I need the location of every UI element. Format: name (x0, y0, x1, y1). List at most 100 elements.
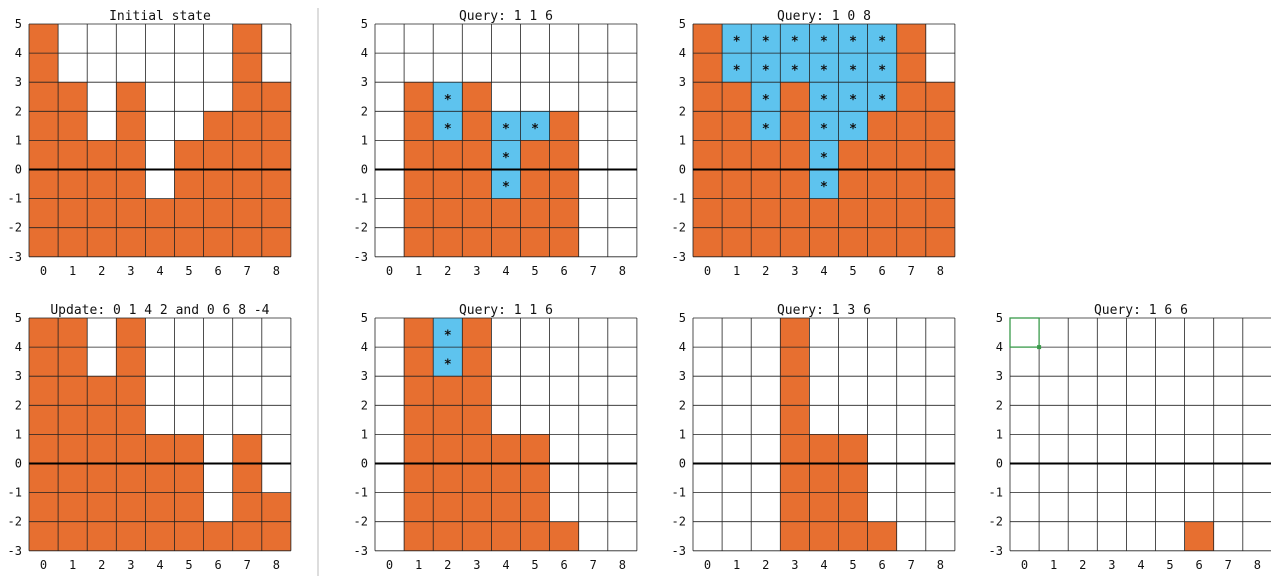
filled-cell (29, 434, 59, 464)
x-tick-label: 6 (561, 264, 568, 278)
filled-cell (867, 111, 897, 141)
filled-cell (29, 111, 59, 141)
water-cell (809, 111, 839, 141)
y-tick-label: 2 (996, 398, 1003, 412)
filled-cell (433, 140, 463, 170)
filled-cell (722, 111, 752, 141)
water-star: * (849, 35, 857, 50)
filled-cell (232, 140, 262, 170)
y-tick-label: 3 (361, 369, 368, 383)
y-tick-label: 5 (15, 17, 22, 31)
filled-cell (433, 227, 463, 257)
water-star: * (733, 64, 741, 79)
filled-cell (232, 227, 262, 257)
filled-cell (722, 140, 752, 170)
filled-cell (520, 140, 550, 170)
x-tick-label: 2 (444, 264, 451, 278)
filled-cell (925, 169, 955, 199)
y-tick-label: -1 (672, 192, 686, 206)
filled-cell (693, 111, 723, 141)
x-tick-label: 8 (937, 264, 944, 278)
x-tick-label: 0 (704, 558, 711, 572)
filled-cell (58, 463, 88, 493)
filled-cell (433, 521, 463, 551)
filled-cell (433, 198, 463, 228)
y-tick-label: 1 (996, 427, 1003, 441)
panel-title: Query: 1 1 6 (459, 9, 553, 24)
filled-cell (404, 82, 434, 112)
filled-cell (232, 492, 262, 522)
filled-cell (867, 140, 897, 170)
water-cell (433, 82, 463, 112)
x-tick-label: 5 (531, 264, 538, 278)
y-tick-label: -1 (8, 486, 22, 500)
filled-cell (780, 434, 810, 464)
water-star: * (849, 64, 857, 79)
water-star: * (444, 329, 452, 344)
water-star: * (762, 35, 770, 50)
filled-cell (491, 521, 521, 551)
x-tick-label: 7 (244, 264, 251, 278)
filled-cell (29, 227, 59, 257)
y-tick-label: 5 (679, 311, 686, 325)
x-tick-label: 7 (1225, 558, 1232, 572)
filled-cell (404, 347, 434, 377)
filled-cell (925, 140, 955, 170)
filled-cell (462, 405, 492, 435)
y-tick-label: 5 (15, 311, 22, 325)
panel-title: Initial state (109, 9, 211, 24)
filled-cell (925, 82, 955, 112)
filled-cell (693, 198, 723, 228)
filled-cell (751, 198, 781, 228)
x-tick-label: 8 (1254, 558, 1261, 572)
filled-cell (116, 405, 146, 435)
y-tick-label: -1 (354, 192, 368, 206)
filled-cell (693, 140, 723, 170)
filled-cell (29, 463, 59, 493)
water-star: * (878, 35, 886, 50)
selection-box[interactable] (1009, 317, 1040, 348)
filled-cell (780, 347, 810, 377)
filled-cell (462, 434, 492, 464)
filled-cell (29, 24, 59, 54)
filled-cell (261, 492, 291, 522)
y-tick-label: 2 (361, 104, 368, 118)
filled-cell (896, 111, 926, 141)
filled-cell (87, 463, 117, 493)
x-tick-label: 4 (820, 558, 827, 572)
filled-cell (87, 227, 117, 257)
y-tick-label: 1 (679, 427, 686, 441)
water-cell (751, 111, 781, 141)
filled-cell (722, 169, 752, 199)
water-star: * (444, 122, 452, 137)
filled-cell (722, 198, 752, 228)
selection-handle[interactable] (1037, 345, 1042, 350)
filled-cell (896, 24, 926, 54)
water-cell (433, 111, 463, 141)
y-tick-label: -3 (8, 250, 22, 264)
filled-cell (174, 492, 204, 522)
y-tick-label: 1 (15, 133, 22, 147)
x-tick-label: 4 (1137, 558, 1144, 572)
x-tick-label: 3 (791, 558, 798, 572)
filled-cell (87, 405, 117, 435)
x-tick-label: 8 (273, 264, 280, 278)
x-tick-label: 4 (156, 264, 163, 278)
filled-cell (433, 405, 463, 435)
filled-cell (29, 82, 59, 112)
water-cell (867, 82, 897, 112)
filled-cell (549, 140, 579, 170)
filled-cell (693, 82, 723, 112)
filled-cell (145, 492, 175, 522)
y-tick-label: -2 (8, 221, 22, 235)
filled-cell (780, 169, 810, 199)
filled-cell (462, 82, 492, 112)
filled-cell (261, 140, 291, 170)
filled-cell (780, 318, 810, 348)
filled-cell (116, 227, 146, 257)
filled-cell (203, 521, 233, 551)
y-tick-label: 3 (679, 369, 686, 383)
x-tick-label: 1 (733, 264, 740, 278)
filled-cell (404, 198, 434, 228)
y-tick-label: 4 (679, 46, 686, 60)
